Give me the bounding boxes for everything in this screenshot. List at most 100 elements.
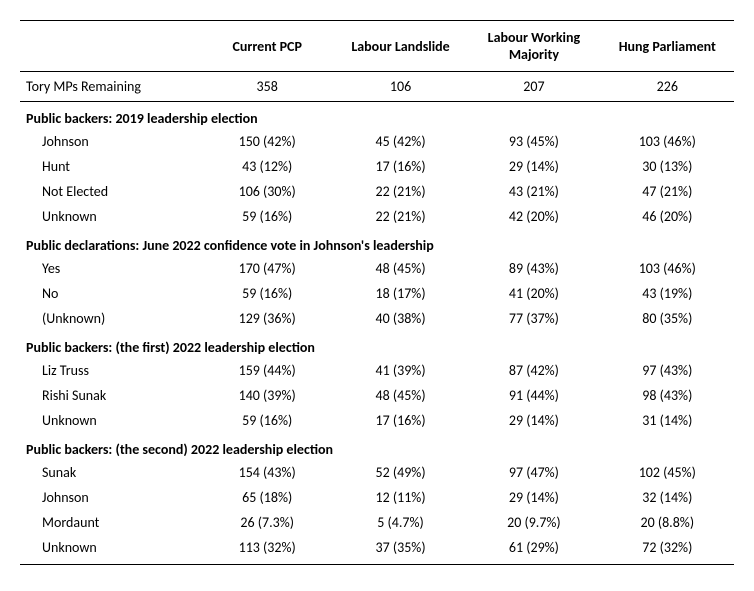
cell-value: 42 (20%): [467, 204, 600, 229]
tory-val: 106: [334, 72, 467, 102]
cell-value: 5 (4.7%): [334, 510, 467, 535]
table-row: Sunak154 (43%)52 (49%)97 (47%)102 (45%): [20, 460, 734, 485]
cell-value: 40 (38%): [334, 306, 467, 331]
row-label: No: [20, 281, 201, 306]
tory-mps-row: Tory MPs Remaining 358 106 207 226: [20, 72, 734, 102]
cell-value: 59 (16%): [201, 281, 334, 306]
cell-value: 43 (21%): [467, 179, 600, 204]
row-label: Unknown: [20, 408, 201, 433]
table-row: Johnson65 (18%)12 (11%)29 (14%)32 (14%): [20, 485, 734, 510]
cell-value: 12 (11%): [334, 485, 467, 510]
cell-value: 48 (45%): [334, 383, 467, 408]
cell-value: 17 (16%): [334, 154, 467, 179]
cell-value: 31 (14%): [601, 408, 734, 433]
table-row: Liz Truss159 (44%)41 (39%)87 (42%)97 (43…: [20, 358, 734, 383]
table-row: Rishi Sunak140 (39%)48 (45%)91 (44%)98 (…: [20, 383, 734, 408]
cell-value: 87 (42%): [467, 358, 600, 383]
table-row: No59 (16%)18 (17%)41 (20%)43 (19%): [20, 281, 734, 306]
row-label: Rishi Sunak: [20, 383, 201, 408]
cell-value: 22 (21%): [334, 179, 467, 204]
row-label: Johnson: [20, 129, 201, 154]
cell-value: 140 (39%): [201, 383, 334, 408]
cell-value: 46 (20%): [601, 204, 734, 229]
cell-value: 37 (35%): [334, 535, 467, 565]
row-label: Hunt: [20, 154, 201, 179]
cell-value: 91 (44%): [467, 383, 600, 408]
header-col: Current PCP: [201, 21, 334, 72]
section-title-row: Public declarations: June 2022 confidenc…: [20, 229, 734, 256]
cell-value: 30 (13%): [601, 154, 734, 179]
cell-value: 61 (29%): [467, 535, 600, 565]
cell-value: 59 (16%): [201, 204, 334, 229]
cell-value: 20 (8.8%): [601, 510, 734, 535]
cell-value: 80 (35%): [601, 306, 734, 331]
row-label: Unknown: [20, 204, 201, 229]
table-body: Tory MPs Remaining 358 106 207 226 Publi…: [20, 72, 734, 565]
cell-value: 22 (21%): [334, 204, 467, 229]
header-blank: [20, 21, 201, 72]
cell-value: 154 (43%): [201, 460, 334, 485]
cell-value: 159 (44%): [201, 358, 334, 383]
cell-value: 170 (47%): [201, 256, 334, 281]
row-label: Mordaunt: [20, 510, 201, 535]
table-row: Unknown59 (16%)17 (16%)29 (14%)31 (14%): [20, 408, 734, 433]
cell-value: 103 (46%): [601, 129, 734, 154]
cell-value: 17 (16%): [334, 408, 467, 433]
cell-value: 43 (12%): [201, 154, 334, 179]
section-title: Public backers: 2019 leadership election: [20, 102, 734, 130]
cell-value: 129 (36%): [201, 306, 334, 331]
cell-value: 29 (14%): [467, 154, 600, 179]
header-col: Labour Working Majority: [467, 21, 600, 72]
section-title-row: Public backers: 2019 leadership election: [20, 102, 734, 130]
cell-value: 72 (32%): [601, 535, 734, 565]
cell-value: 150 (42%): [201, 129, 334, 154]
leadership-table: Current PCP Labour Landslide Labour Work…: [20, 20, 734, 565]
cell-value: 18 (17%): [334, 281, 467, 306]
tory-label: Tory MPs Remaining: [20, 72, 201, 102]
cell-value: 106 (30%): [201, 179, 334, 204]
table-row: Yes170 (47%)48 (45%)89 (43%)103 (46%): [20, 256, 734, 281]
cell-value: 97 (43%): [601, 358, 734, 383]
table-row: Unknown59 (16%)22 (21%)42 (20%)46 (20%): [20, 204, 734, 229]
row-label: Sunak: [20, 460, 201, 485]
table-row: Not Elected106 (30%)22 (21%)43 (21%)47 (…: [20, 179, 734, 204]
section-title-row: Public backers: (the first) 2022 leaders…: [20, 331, 734, 358]
cell-value: 65 (18%): [201, 485, 334, 510]
row-label: Unknown: [20, 535, 201, 565]
cell-value: 29 (14%): [467, 485, 600, 510]
cell-value: 47 (21%): [601, 179, 734, 204]
cell-value: 41 (20%): [467, 281, 600, 306]
cell-value: 59 (16%): [201, 408, 334, 433]
cell-value: 97 (47%): [467, 460, 600, 485]
tory-val: 226: [601, 72, 734, 102]
table-row: Mordaunt26 (7.3%)5 (4.7%)20 (9.7%)20 (8.…: [20, 510, 734, 535]
table-row: (Unknown)129 (36%)40 (38%)77 (37%)80 (35…: [20, 306, 734, 331]
cell-value: 20 (9.7%): [467, 510, 600, 535]
cell-value: 98 (43%): [601, 383, 734, 408]
section-title: Public declarations: June 2022 confidenc…: [20, 229, 734, 256]
cell-value: 93 (45%): [467, 129, 600, 154]
row-label: Yes: [20, 256, 201, 281]
cell-value: 103 (46%): [601, 256, 734, 281]
row-label: Johnson: [20, 485, 201, 510]
row-label: Liz Truss: [20, 358, 201, 383]
cell-value: 48 (45%): [334, 256, 467, 281]
cell-value: 102 (45%): [601, 460, 734, 485]
cell-value: 41 (39%): [334, 358, 467, 383]
cell-value: 89 (43%): [467, 256, 600, 281]
table-row: Johnson150 (42%)45 (42%)93 (45%)103 (46%…: [20, 129, 734, 154]
cell-value: 26 (7.3%): [201, 510, 334, 535]
header-col: Hung Parliament: [601, 21, 734, 72]
section-title: Public backers: (the second) 2022 leader…: [20, 433, 734, 460]
table-row: Unknown113 (32%)37 (35%)61 (29%)72 (32%): [20, 535, 734, 565]
tory-val: 358: [201, 72, 334, 102]
cell-value: 52 (49%): [334, 460, 467, 485]
cell-value: 43 (19%): [601, 281, 734, 306]
row-label: (Unknown): [20, 306, 201, 331]
section-title-row: Public backers: (the second) 2022 leader…: [20, 433, 734, 460]
cell-value: 29 (14%): [467, 408, 600, 433]
section-title: Public backers: (the first) 2022 leaders…: [20, 331, 734, 358]
cell-value: 32 (14%): [601, 485, 734, 510]
cell-value: 45 (42%): [334, 129, 467, 154]
row-label: Not Elected: [20, 179, 201, 204]
